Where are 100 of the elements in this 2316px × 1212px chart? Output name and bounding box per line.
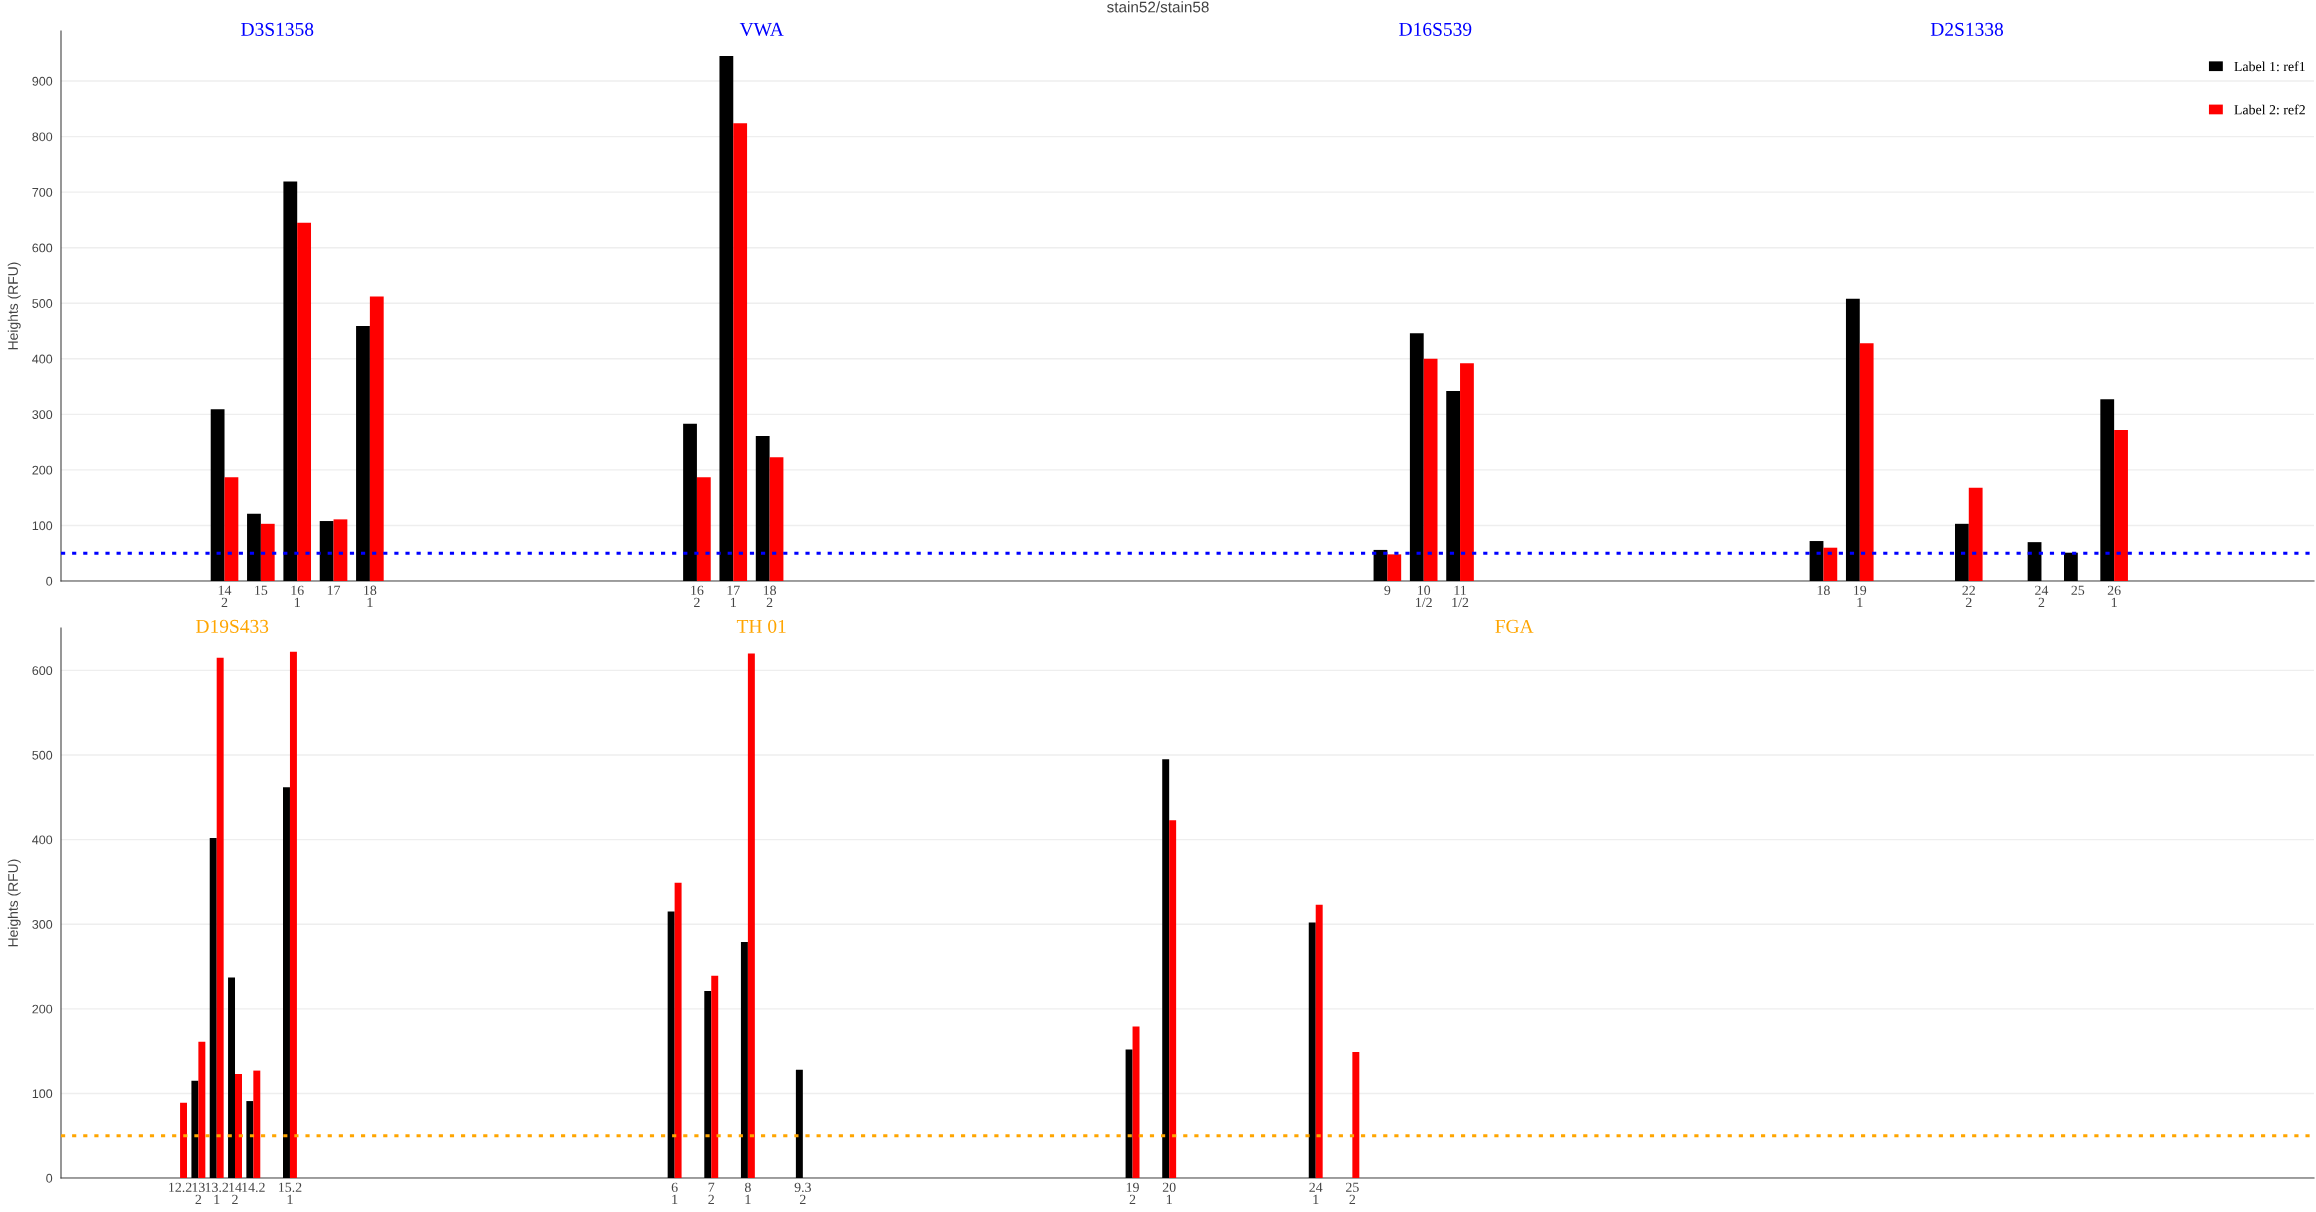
- bar: [769, 457, 784, 582]
- x-tick-label: 13.2 1: [205, 1182, 229, 1204]
- bar: [1315, 904, 1323, 1179]
- y-tick-label: 800: [32, 132, 53, 142]
- bar: [369, 296, 384, 582]
- x-tick-label: 18: [1817, 585, 1830, 595]
- bar: [1460, 363, 1474, 582]
- x-tick-label: 25: [2071, 585, 2085, 595]
- bar: [283, 787, 290, 1179]
- bar: [755, 436, 770, 582]
- x-tick-label: 11 1/2: [1452, 585, 1469, 608]
- bar: [333, 519, 348, 582]
- annotation: D2S1338: [1930, 22, 2004, 36]
- bar: [1409, 333, 1424, 582]
- x-tick-label: 14 2: [229, 1182, 242, 1204]
- bar: [1169, 820, 1177, 1179]
- bar: [1845, 298, 1860, 582]
- bar: [297, 222, 312, 582]
- bar: [1162, 759, 1170, 1179]
- annotation: D3S1358: [241, 22, 314, 36]
- bar: [1125, 1049, 1133, 1179]
- legend-label: Label 1: ref1: [2234, 61, 2305, 72]
- bar: [1423, 358, 1438, 582]
- annotation: TH 01: [736, 619, 786, 633]
- bar: [1823, 547, 1838, 582]
- annotation: VWA: [739, 22, 784, 36]
- bar: [319, 521, 334, 582]
- x-tick-label: 8 1: [744, 1182, 751, 1204]
- x-tick-label: 6 1: [671, 1182, 678, 1204]
- y-tick-label: 900: [32, 76, 53, 86]
- x-tick-label: 12.2: [169, 1182, 192, 1193]
- bar: [1859, 343, 1874, 582]
- bar: [795, 1069, 803, 1179]
- bar: [733, 123, 748, 582]
- annotation: FGA: [1495, 619, 1534, 633]
- x-tick-label: 18 1: [364, 585, 377, 607]
- y-tick-label: 700: [32, 187, 53, 197]
- x-tick-label: 16 1: [291, 585, 304, 607]
- y-tick-label: 200: [32, 465, 53, 475]
- y-tick-label: 400: [32, 354, 53, 364]
- x-tick-label: 15.2 1: [279, 1182, 302, 1204]
- y-tick-label: 500: [32, 750, 53, 760]
- x-tick-label: 9.3 2: [794, 1182, 811, 1204]
- bar: [2027, 542, 2042, 582]
- x-tick-label: 17: [327, 585, 341, 595]
- x-tick-label: 24 1: [1309, 1182, 1323, 1204]
- x-tick-label: 19 1: [1854, 585, 1867, 607]
- annotation: D16S539: [1399, 22, 1472, 36]
- annotation: D19S433: [196, 619, 269, 633]
- bar: [683, 423, 697, 582]
- y-tick-label: 0: [46, 576, 53, 586]
- y-axis-title: Heights (RFU): [7, 262, 21, 350]
- bar: [747, 653, 755, 1179]
- bar: [1387, 554, 1402, 582]
- bar: [198, 1041, 206, 1179]
- bar: [704, 991, 712, 1179]
- bar: [1132, 1026, 1140, 1179]
- y-tick-label: 100: [32, 521, 53, 531]
- bar: [740, 941, 748, 1179]
- x-tick-label: 14 2: [218, 585, 232, 607]
- x-tick-label: 7 2: [708, 1182, 715, 1204]
- bar: [210, 409, 225, 582]
- bar: [696, 477, 711, 582]
- y-tick-label: 200: [32, 1004, 53, 1014]
- bar: [356, 326, 370, 582]
- bar: [235, 1073, 242, 1179]
- bar: [667, 911, 675, 1179]
- x-tick-label: 9: [1384, 585, 1391, 595]
- bar: [216, 657, 224, 1179]
- y-tick-label: 300: [32, 920, 53, 929]
- bar: [719, 56, 734, 582]
- y-tick-label: 600: [32, 243, 53, 253]
- x-tick-label: 10 1/2: [1416, 585, 1432, 608]
- y-tick-label: 500: [32, 299, 53, 308]
- y-tick-label: 400: [32, 835, 53, 845]
- bar: [1373, 549, 1388, 582]
- x-tick-label: 15: [255, 585, 268, 595]
- y-axis-title: Heights (RFU): [7, 859, 21, 947]
- x-tick-label: 19 2: [1126, 1182, 1139, 1204]
- bar: [2114, 429, 2128, 582]
- bar: [209, 837, 217, 1179]
- x-tick-label: 17 1: [727, 585, 740, 607]
- x-tick-label: 24 2: [2035, 585, 2049, 607]
- x-tick-label: 25 2: [1346, 1182, 1359, 1204]
- y-tick-label: 300: [32, 410, 53, 420]
- x-tick-label: 26 1: [2107, 585, 2121, 607]
- bar: [1954, 523, 1969, 582]
- bar: [1352, 1051, 1360, 1179]
- bar: [191, 1080, 199, 1179]
- x-tick-label: 22 2: [1962, 585, 1975, 607]
- bar: [1968, 487, 1983, 582]
- chart-title: stain52/stain58: [1107, 1, 1209, 13]
- bar: [2100, 399, 2115, 582]
- legend-label: Label 2: ref2: [2234, 104, 2305, 115]
- bar: [289, 651, 297, 1179]
- y-tick-label: 0: [46, 1173, 53, 1183]
- bar: [711, 975, 719, 1179]
- bar: [224, 477, 239, 582]
- bar: [180, 1102, 188, 1179]
- bar: [228, 977, 236, 1179]
